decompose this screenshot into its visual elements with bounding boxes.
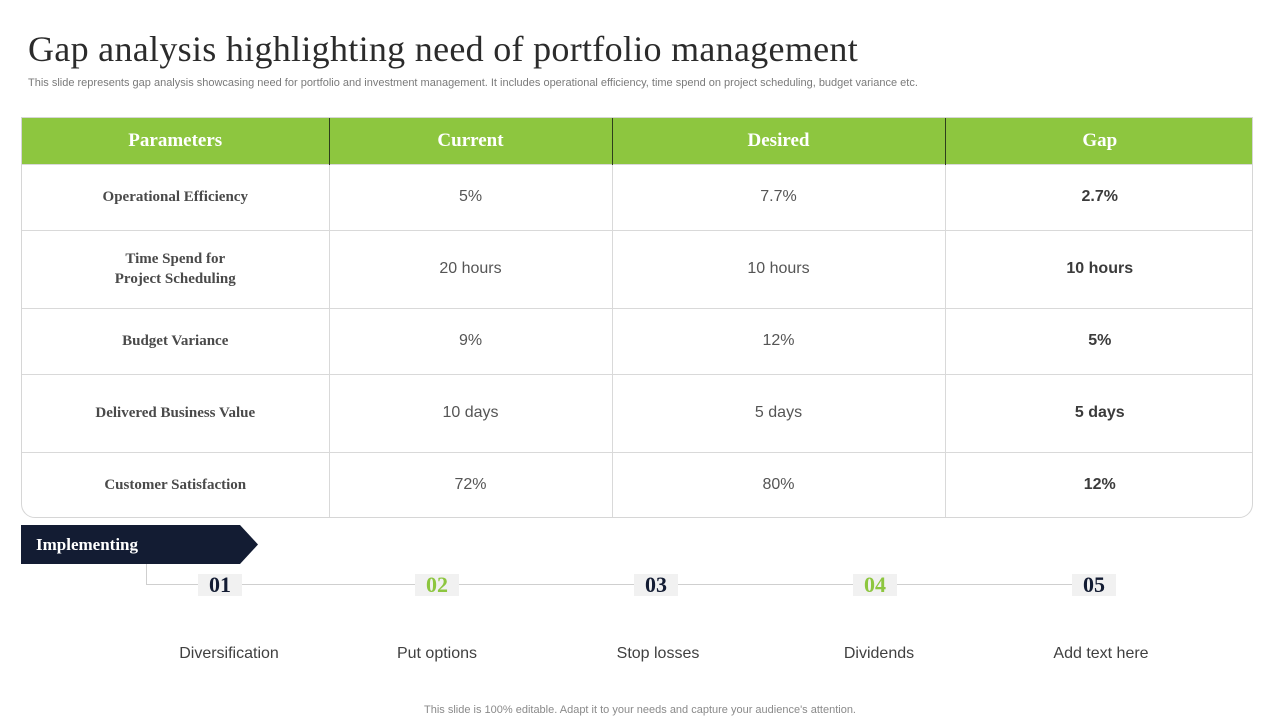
row-gap: 2.7%	[945, 163, 1252, 230]
header-desired: Desired	[612, 118, 946, 164]
step-label-diversification: Diversification	[179, 645, 279, 662]
row-parameter: Delivered Business Value	[22, 373, 330, 452]
page-title: Gap analysis highlighting need of portfo…	[28, 29, 859, 69]
row-gap: 5 days	[945, 373, 1252, 452]
footer-note: This slide is 100% editable. Adapt it to…	[424, 704, 856, 716]
row-current: 10 days	[329, 373, 613, 452]
row-parameter: Customer Satisfaction	[22, 451, 330, 517]
step-number-02: 02	[415, 574, 459, 596]
step-number-01: 01	[198, 574, 242, 596]
row-parameter: Time Spend for Project Scheduling	[22, 229, 330, 308]
row-desired: 80%	[612, 451, 946, 517]
row-gap: 10 hours	[945, 229, 1252, 308]
header-gap: Gap	[1082, 129, 1118, 151]
table-row: Delivered Business Value 10 days 5 days …	[22, 373, 1252, 452]
table-row: Time Spend for Project Scheduling 20 hour…	[22, 229, 1252, 308]
row-current: 9%	[329, 307, 613, 374]
header-current: Current	[329, 118, 613, 164]
step-number-05: 05	[1072, 574, 1116, 596]
row-parameter-text: Time Spend for Project Scheduling	[114, 251, 236, 287]
row-gap: 12%	[945, 451, 1252, 517]
table-row: Operational Efficiency 5% 7.7% 2.7%	[22, 163, 1252, 230]
step-number-04: 04	[853, 574, 897, 596]
table-row: Customer Satisfaction 72% 80% 12%	[22, 451, 1252, 517]
implementing-tag: Implementing	[21, 525, 258, 564]
header-parameters: Parameters	[22, 118, 330, 164]
page-subtitle: This slide represents gap analysis showc…	[28, 77, 918, 89]
row-parameter: Operational Efficiency	[22, 163, 330, 230]
step-label-put-options: Put options	[396, 645, 478, 662]
row-parameter: Budget Variance	[22, 307, 330, 374]
row-desired: 7.7%	[612, 163, 946, 230]
step-label-stop-losses: Stop losses	[616, 645, 700, 662]
table-header-row: Parameters Current Desired Gap	[22, 118, 1252, 164]
table-row: Budget Variance 9% 12% 5%	[22, 307, 1252, 374]
row-desired: 10 hours	[612, 229, 946, 308]
row-gap: 5%	[945, 307, 1252, 374]
step-label-add-text: Add text here	[1053, 645, 1149, 662]
timeline-connector	[146, 564, 147, 585]
row-desired: 12%	[612, 307, 946, 374]
timeline-line	[146, 584, 1110, 585]
row-current: 20 hours	[329, 229, 613, 308]
row-current: 72%	[329, 451, 613, 517]
row-current: 5%	[329, 163, 613, 230]
step-number-03: 03	[634, 574, 678, 596]
gap-analysis-table: Parameters Current Desired Gap Operation…	[21, 117, 1253, 518]
step-label-dividends: Dividends	[843, 645, 915, 662]
row-desired: 5 days	[612, 373, 946, 452]
